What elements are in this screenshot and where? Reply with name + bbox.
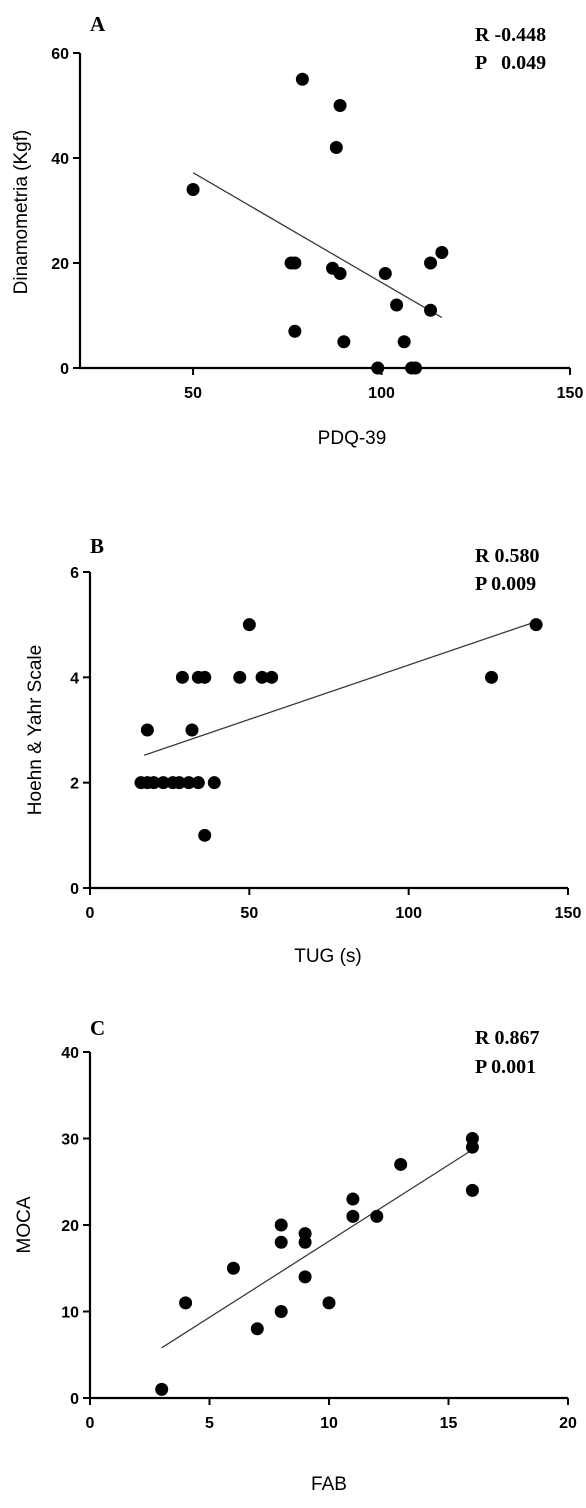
panel-letter: C xyxy=(90,1016,105,1040)
data-point xyxy=(198,828,212,842)
data-point xyxy=(298,1270,312,1284)
data-point xyxy=(255,670,269,684)
data-point xyxy=(465,1183,479,1197)
panel-c: C R 0.867 P 0.001 0 10 20 30 40 0 5 10 15 20 FAB MOCA xyxy=(14,1016,577,1495)
data-point xyxy=(329,141,343,154)
y-tick-label: 20 xyxy=(61,1218,79,1235)
data-point xyxy=(298,1235,312,1249)
x-tick-label: 10 xyxy=(320,1415,338,1432)
data-point xyxy=(274,1235,288,1249)
data-point xyxy=(179,1296,193,1310)
y-axis-label: MOCA xyxy=(14,1196,35,1253)
panel-b: B R 0.580 P 0.009 0 2 4 6 0 50 100 150 TUG (s) Hoehn… xyxy=(25,534,581,967)
x-axis-label: FAB xyxy=(311,1474,347,1495)
y-tick-label: 2 xyxy=(70,776,79,793)
r-value: R 0.867 xyxy=(475,1027,539,1049)
x-tick-label: 15 xyxy=(440,1415,458,1432)
x-tick-label: 100 xyxy=(368,385,395,402)
r-value: R 0.580 xyxy=(475,545,539,567)
data-point xyxy=(346,1192,360,1206)
data-point xyxy=(182,776,196,790)
y-axis-label: Hoehn & Yahr Scale xyxy=(25,645,46,815)
data-point xyxy=(140,723,154,737)
data-point xyxy=(424,256,438,270)
y-tick-label: 6 xyxy=(70,565,79,582)
panel-a: A R -0.448 P 0.049 0 20 40 60 50 100 150 PDQ-39 Din… xyxy=(11,12,583,449)
data-point xyxy=(274,1218,288,1232)
x-tick-label: 150 xyxy=(555,905,582,922)
data-point xyxy=(186,183,200,196)
data-point xyxy=(394,1157,408,1171)
x-tick-label: 5 xyxy=(205,1415,214,1432)
x-tick-label: 100 xyxy=(395,905,422,922)
data-point xyxy=(185,723,199,737)
data-point xyxy=(226,1261,240,1275)
data-point xyxy=(322,1296,336,1310)
regression-line xyxy=(161,1149,473,1349)
y-tick-label: 4 xyxy=(70,670,79,687)
data-point xyxy=(191,776,205,790)
data-point xyxy=(207,776,221,790)
data-point xyxy=(371,361,385,375)
data-point xyxy=(265,670,279,684)
data-point xyxy=(175,670,189,684)
data-point xyxy=(529,618,543,632)
data-point xyxy=(485,670,499,684)
x-tick-label: 20 xyxy=(559,1415,577,1432)
data-point xyxy=(370,1209,384,1223)
y-axis-label: Dinamometria (Kgf) xyxy=(11,130,32,295)
p-value: P 0.049 xyxy=(475,52,546,74)
data-point xyxy=(465,1140,479,1154)
regression-line xyxy=(192,172,443,319)
x-axis-label: TUG (s) xyxy=(294,946,362,967)
data-point xyxy=(288,256,302,270)
y-tick-label: 20 xyxy=(51,256,69,273)
data-point xyxy=(378,267,392,280)
y-tick-label: 10 xyxy=(61,1305,79,1322)
data-point xyxy=(435,246,449,259)
x-tick-label: 0 xyxy=(86,905,95,922)
data-point xyxy=(172,776,186,790)
data-point xyxy=(295,72,309,86)
x-tick-label: 150 xyxy=(557,385,584,402)
y-tick-label: 40 xyxy=(61,1045,79,1062)
data-point xyxy=(198,670,212,684)
p-value: P 0.009 xyxy=(475,573,536,595)
data-point xyxy=(233,670,247,684)
data-point xyxy=(397,335,411,349)
data-point xyxy=(155,1382,169,1396)
data-point xyxy=(242,618,256,632)
x-tick-label: 0 xyxy=(86,1415,95,1432)
data-point xyxy=(333,267,347,280)
p-value: P 0.001 xyxy=(475,1056,536,1078)
data-point xyxy=(156,776,170,790)
y-tick-label: 0 xyxy=(70,881,79,898)
data-point xyxy=(250,1322,264,1336)
data-point xyxy=(390,298,404,312)
data-point xyxy=(424,303,438,317)
y-tick-label: 60 xyxy=(51,46,69,63)
data-point xyxy=(147,776,161,790)
r-value: R -0.448 xyxy=(475,24,546,46)
y-tick-label: 0 xyxy=(60,361,69,378)
regression-line xyxy=(143,619,540,756)
data-point xyxy=(333,99,347,112)
data-point xyxy=(274,1305,288,1318)
panel-letter: B xyxy=(90,534,104,558)
panel-letter: A xyxy=(90,12,106,36)
data-point xyxy=(408,361,422,375)
y-tick-label: 40 xyxy=(51,151,69,168)
x-tick-label: 50 xyxy=(240,905,258,922)
data-point xyxy=(288,324,302,338)
x-axis-label: PDQ-39 xyxy=(318,428,387,449)
y-tick-label: 0 xyxy=(70,1391,79,1408)
y-tick-label: 30 xyxy=(61,1132,79,1149)
data-point xyxy=(346,1209,360,1223)
x-tick-label: 50 xyxy=(184,385,202,402)
data-point xyxy=(337,335,351,349)
